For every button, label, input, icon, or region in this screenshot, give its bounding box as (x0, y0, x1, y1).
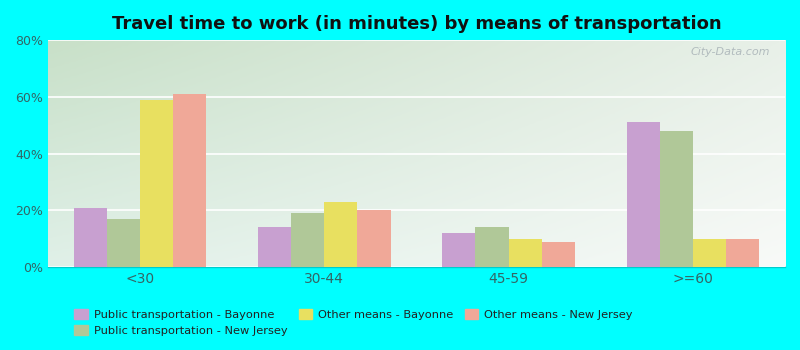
Legend: Public transportation - Bayonne, Public transportation - New Jersey, Other means: Public transportation - Bayonne, Public … (70, 304, 637, 341)
Bar (140, 100, 173, 267)
Bar (693, 239, 726, 267)
Bar (324, 202, 358, 267)
Bar (542, 241, 575, 267)
Bar (358, 210, 390, 267)
Bar (107, 219, 140, 267)
Title: Travel time to work (in minutes) by means of transportation: Travel time to work (in minutes) by mean… (112, 15, 722, 33)
Bar (509, 239, 542, 267)
Bar (726, 239, 759, 267)
Bar (291, 213, 324, 267)
Bar (475, 228, 509, 267)
Bar (74, 208, 107, 267)
Bar (258, 228, 291, 267)
Bar (442, 233, 475, 267)
Bar (626, 122, 660, 267)
Text: City-Data.com: City-Data.com (690, 47, 770, 57)
Bar (660, 131, 693, 267)
Bar (173, 94, 206, 267)
